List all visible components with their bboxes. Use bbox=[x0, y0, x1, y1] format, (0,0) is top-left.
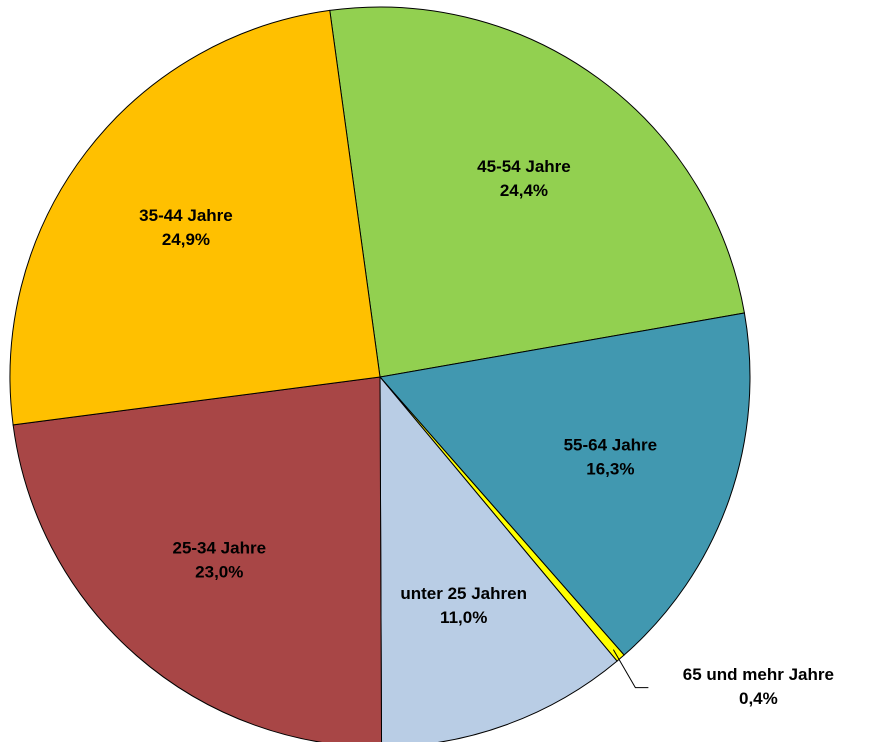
slice-value-label: 24,9% bbox=[162, 230, 210, 249]
slice-value-label: 23,0% bbox=[195, 562, 243, 581]
slice-label: 65 und mehr Jahre bbox=[683, 665, 834, 684]
slice-label: 35-44 Jahre bbox=[139, 206, 233, 225]
slice-value-label: 11,0% bbox=[440, 608, 487, 627]
leader-line bbox=[612, 649, 649, 689]
pie-slice bbox=[379, 375, 618, 742]
slice-value-label: 16,3% bbox=[586, 460, 634, 479]
slice-label: 45-54 Jahre bbox=[477, 157, 571, 176]
slice-label: 55-64 Jahre bbox=[564, 436, 658, 455]
slice-value-label: 0,4% bbox=[739, 689, 778, 708]
slice-label: unter 25 Jahren bbox=[400, 584, 527, 603]
pie-slice bbox=[329, 6, 746, 378]
pie-slice bbox=[9, 9, 381, 426]
pie-slice bbox=[379, 312, 751, 656]
pie-slice bbox=[12, 376, 383, 742]
slice-label: 25-34 Jahre bbox=[172, 538, 266, 557]
slice-value-label: 24,4% bbox=[500, 181, 548, 200]
